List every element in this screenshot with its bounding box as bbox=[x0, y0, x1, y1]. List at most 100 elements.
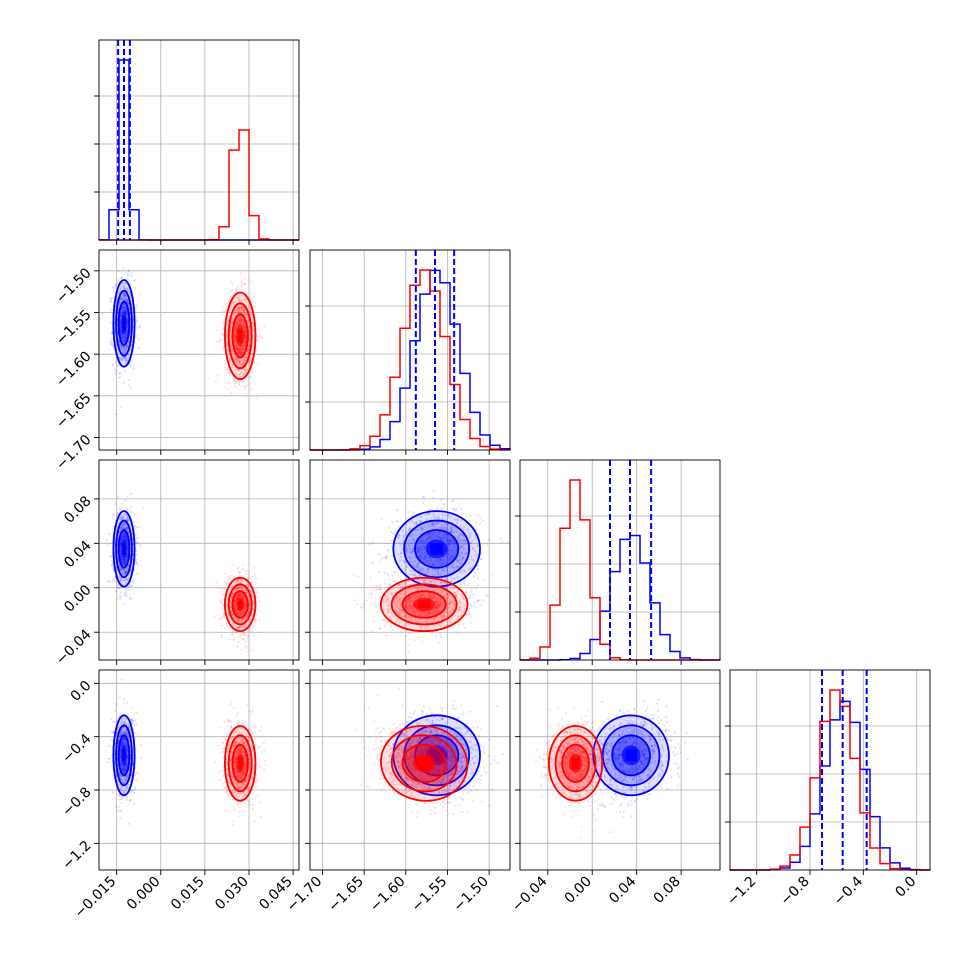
red-point bbox=[250, 280, 253, 283]
blue-point bbox=[432, 489, 435, 493]
red-point bbox=[259, 610, 262, 613]
red-point bbox=[242, 575, 245, 578]
red-point bbox=[255, 589, 259, 592]
blue-point bbox=[109, 555, 112, 558]
blue-point bbox=[118, 372, 122, 375]
blue-point bbox=[127, 384, 130, 387]
red-point bbox=[239, 634, 242, 637]
blue-point bbox=[124, 309, 127, 312]
blue-point bbox=[125, 282, 128, 285]
red-point bbox=[220, 607, 223, 610]
blue-point bbox=[126, 329, 129, 332]
red-point bbox=[255, 577, 258, 580]
blue-point bbox=[472, 575, 476, 578]
red-point bbox=[218, 590, 221, 593]
blue-point bbox=[139, 544, 142, 547]
red-point bbox=[250, 370, 253, 373]
red-point bbox=[254, 301, 257, 304]
red-point bbox=[439, 571, 442, 574]
blue-point bbox=[469, 515, 472, 518]
red-point bbox=[225, 578, 229, 582]
red-point bbox=[242, 638, 245, 641]
histogram-3 bbox=[730, 670, 931, 871]
blue-point bbox=[384, 556, 387, 559]
red-point bbox=[258, 328, 261, 332]
red-point bbox=[256, 591, 259, 595]
blue-point bbox=[114, 369, 117, 373]
red-peak bbox=[237, 329, 243, 343]
red-point bbox=[216, 586, 219, 590]
blue-point bbox=[123, 351, 126, 354]
red-point bbox=[245, 640, 248, 643]
blue-point bbox=[124, 334, 127, 337]
red-point bbox=[228, 576, 232, 579]
blue-point bbox=[135, 318, 138, 322]
red-point bbox=[452, 566, 455, 569]
blue-point bbox=[124, 346, 127, 349]
red-point bbox=[253, 573, 256, 576]
blue-point bbox=[377, 553, 381, 556]
blue-point bbox=[105, 538, 109, 542]
red-point bbox=[216, 374, 219, 377]
blue-point bbox=[123, 336, 127, 339]
blue-point bbox=[137, 346, 140, 349]
red-point bbox=[369, 576, 372, 579]
blue-point bbox=[120, 306, 123, 310]
blue-point bbox=[463, 582, 466, 585]
red-point bbox=[243, 282, 247, 286]
blue-point bbox=[134, 336, 137, 339]
red-point bbox=[232, 283, 235, 286]
blue-point bbox=[109, 343, 113, 346]
panel-3-2 bbox=[520, 670, 720, 870]
blue-point bbox=[136, 563, 139, 566]
blue-point bbox=[126, 507, 129, 510]
blue-point bbox=[118, 372, 121, 375]
blue-point bbox=[127, 302, 130, 305]
red-point bbox=[224, 362, 227, 365]
red-point bbox=[255, 613, 258, 616]
red-point bbox=[224, 572, 227, 575]
blue-point bbox=[114, 361, 117, 364]
red-point bbox=[232, 633, 235, 636]
blue-point bbox=[480, 558, 483, 561]
red-point bbox=[237, 640, 240, 643]
blue-point bbox=[125, 594, 128, 597]
blue-point bbox=[111, 564, 114, 567]
blue-point bbox=[114, 283, 117, 286]
red-point bbox=[225, 371, 228, 374]
blue-point bbox=[395, 520, 398, 523]
red-peak bbox=[237, 600, 243, 609]
red-point bbox=[231, 288, 234, 292]
blue-point bbox=[110, 337, 113, 340]
blue-point bbox=[130, 271, 133, 274]
red-point bbox=[217, 614, 221, 617]
blue-point bbox=[470, 603, 473, 607]
red-point bbox=[239, 272, 242, 275]
red-point bbox=[236, 567, 239, 571]
blue-point bbox=[111, 296, 114, 299]
blue-point bbox=[127, 379, 130, 382]
red-point bbox=[253, 565, 256, 568]
blue-point bbox=[436, 506, 439, 509]
blue-point bbox=[423, 496, 426, 499]
red-point bbox=[469, 595, 472, 598]
blue-point bbox=[126, 320, 129, 323]
red-point bbox=[245, 392, 248, 395]
red-point bbox=[414, 639, 417, 642]
blue-point bbox=[123, 340, 126, 343]
red-point bbox=[385, 586, 388, 589]
blue-point bbox=[106, 580, 110, 583]
blue-point bbox=[399, 577, 402, 580]
red-point bbox=[242, 380, 245, 383]
panel-background bbox=[99, 460, 299, 660]
blue-point bbox=[474, 586, 477, 590]
panel-3-0 bbox=[99, 670, 299, 870]
panel-background bbox=[520, 670, 720, 870]
red-point bbox=[245, 644, 248, 647]
red-point bbox=[226, 624, 229, 628]
blue-point bbox=[491, 573, 494, 576]
blue-point bbox=[110, 308, 113, 311]
blue-point bbox=[126, 278, 129, 281]
red-point bbox=[256, 362, 259, 365]
blue-point bbox=[124, 340, 127, 343]
